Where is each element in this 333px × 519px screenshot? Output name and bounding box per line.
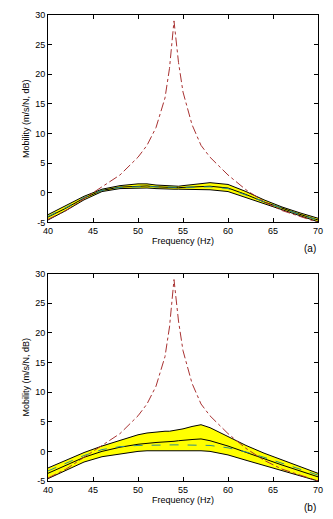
svg-text:60: 60: [223, 226, 233, 236]
svg-text:10: 10: [35, 129, 45, 139]
svg-text:0: 0: [40, 447, 45, 457]
svg-text:30: 30: [35, 269, 45, 279]
svg-text:50: 50: [133, 485, 143, 495]
svg-text:15: 15: [35, 358, 45, 368]
svg-text:55: 55: [178, 485, 188, 495]
svg-text:55: 55: [178, 226, 188, 236]
svg-text:5: 5: [40, 417, 45, 427]
svg-text:50: 50: [133, 226, 143, 236]
svg-text:25: 25: [35, 40, 45, 50]
svg-text:-5: -5: [37, 218, 45, 228]
svg-text:(b): (b): [304, 502, 316, 513]
svg-text:40: 40: [43, 226, 53, 236]
svg-text:70: 70: [313, 226, 323, 236]
svg-text:70: 70: [313, 485, 323, 495]
svg-text:0: 0: [40, 188, 45, 198]
svg-text:60: 60: [223, 485, 233, 495]
svg-text:40: 40: [43, 485, 53, 495]
svg-text:45: 45: [88, 485, 98, 495]
svg-text:15: 15: [35, 99, 45, 109]
svg-text:Frequency (Hz): Frequency (Hz): [152, 495, 214, 505]
svg-text:65: 65: [268, 226, 278, 236]
svg-text:-5: -5: [37, 476, 45, 486]
svg-text:10: 10: [35, 387, 45, 397]
svg-text:30: 30: [35, 10, 45, 20]
svg-text:Mobility (m/s/N, dB): Mobility (m/s/N, dB): [21, 79, 31, 158]
svg-text:20: 20: [35, 69, 45, 79]
svg-text:25: 25: [35, 298, 45, 308]
svg-text:(a): (a): [304, 243, 316, 254]
svg-text:Frequency (Hz): Frequency (Hz): [152, 236, 214, 246]
svg-text:65: 65: [268, 485, 278, 495]
svg-text:20: 20: [35, 328, 45, 338]
svg-text:5: 5: [40, 158, 45, 168]
svg-text:Mobility (m/s/N, dB): Mobility (m/s/N, dB): [21, 338, 31, 417]
svg-text:45: 45: [88, 226, 98, 236]
